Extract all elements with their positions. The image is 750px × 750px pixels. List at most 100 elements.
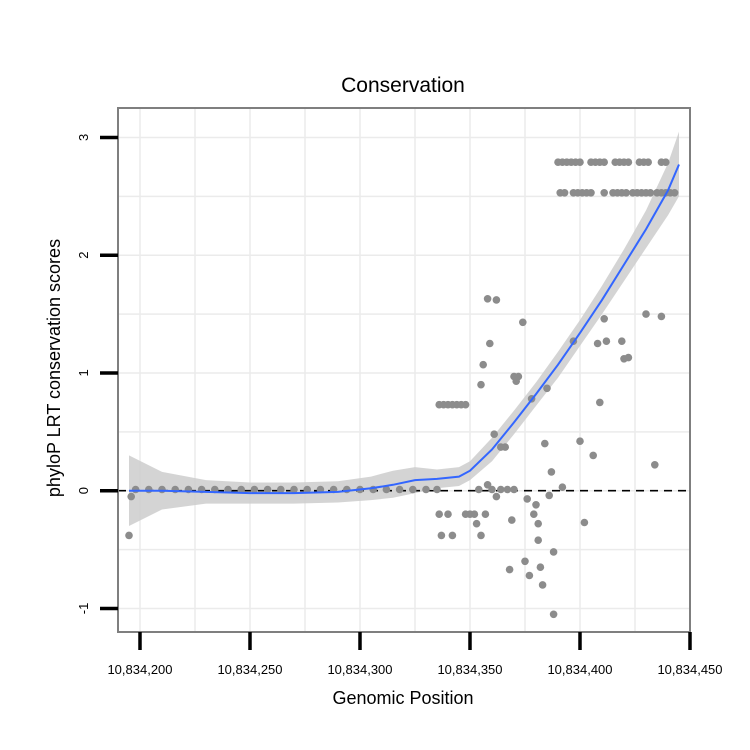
data-point	[596, 398, 604, 407]
data-point	[490, 430, 499, 439]
data-point	[521, 557, 529, 566]
panel-border	[117, 107, 691, 633]
data-point	[503, 485, 512, 494]
data-point	[477, 531, 485, 540]
data-point	[127, 492, 135, 501]
data-point	[171, 485, 179, 494]
data-point	[263, 485, 272, 494]
chart-title: Conservation	[341, 74, 465, 97]
y-tick-label: 0	[76, 487, 91, 494]
data-point	[541, 439, 549, 448]
data-point	[545, 491, 553, 500]
x-tick-label: 10,834,450	[657, 662, 722, 677]
data-point	[505, 565, 514, 574]
x-tick-label: 10,834,200	[107, 662, 172, 677]
data-point	[618, 337, 626, 346]
data-point	[600, 315, 608, 323]
data-point	[497, 485, 505, 494]
data-point	[624, 158, 633, 166]
data-point	[483, 295, 492, 303]
x-tick-label: 10,834,350	[437, 662, 502, 677]
data-point	[523, 495, 531, 503]
data-point	[622, 189, 630, 197]
data-point	[620, 355, 628, 363]
data-point	[303, 485, 312, 494]
data-point	[433, 485, 441, 494]
smooth-line-layer	[129, 164, 680, 495]
x-axis-title: Genomic Position	[332, 688, 473, 708]
data-point	[662, 158, 670, 166]
data-point	[538, 581, 547, 589]
confidence-ribbon	[129, 131, 679, 526]
data-point	[600, 189, 608, 197]
data-point	[508, 516, 516, 524]
data-point	[530, 510, 538, 518]
data-point	[395, 485, 404, 494]
data-point	[470, 510, 479, 518]
data-point	[382, 485, 391, 494]
data-point	[580, 518, 589, 527]
points-layer	[125, 158, 679, 619]
data-point	[479, 360, 488, 369]
data-point	[589, 451, 597, 460]
data-point	[501, 443, 510, 451]
x-tick-label: 10,834,300	[327, 662, 392, 677]
data-point	[602, 337, 611, 346]
ribbon-layer	[129, 131, 679, 526]
data-point	[435, 510, 444, 518]
data-point	[651, 461, 659, 469]
y-tick-label: 1	[76, 369, 91, 376]
data-point	[444, 510, 452, 518]
data-point	[644, 158, 652, 166]
data-point	[158, 485, 166, 494]
data-point	[481, 510, 490, 518]
x-tick-label: 10,834,250	[217, 662, 282, 677]
data-point	[250, 485, 259, 494]
y-tick-label: -1	[76, 603, 91, 615]
data-point	[536, 563, 545, 571]
data-point	[560, 189, 569, 197]
data-point	[549, 610, 558, 619]
data-point	[237, 485, 245, 494]
data-point	[409, 485, 417, 494]
smooth-fit-line	[129, 164, 680, 495]
data-point	[549, 548, 558, 556]
data-point	[646, 189, 655, 197]
y-tick-label: 2	[76, 252, 91, 259]
data-point	[519, 318, 527, 327]
data-point	[437, 531, 446, 540]
data-point	[472, 519, 481, 528]
data-point	[486, 339, 494, 348]
data-point	[422, 485, 430, 494]
data-point	[492, 492, 501, 501]
axes: 10,834,200 10,834,250 10,834,300 10,834,350…	[76, 134, 723, 677]
data-point	[558, 483, 567, 492]
data-point	[547, 468, 556, 476]
data-point	[670, 189, 679, 197]
data-point	[290, 485, 298, 494]
data-point	[510, 485, 518, 494]
data-point	[532, 501, 540, 509]
data-point	[512, 377, 520, 386]
data-point	[224, 485, 232, 494]
data-point	[461, 400, 470, 409]
data-point	[587, 189, 595, 197]
data-point	[534, 519, 542, 528]
data-point	[576, 158, 584, 166]
data-point	[600, 158, 608, 166]
data-point	[131, 485, 140, 494]
data-point	[642, 310, 650, 318]
data-point	[477, 380, 485, 389]
data-point	[593, 339, 602, 348]
data-point	[576, 437, 584, 446]
data-point	[543, 384, 551, 393]
data-point	[475, 485, 483, 494]
y-axis-title: phyloP LRT conservation scores	[44, 239, 64, 497]
data-point	[525, 571, 534, 580]
data-point	[534, 536, 542, 544]
data-point	[492, 296, 501, 304]
y-tick-label: 3	[76, 134, 91, 141]
data-point	[145, 485, 153, 494]
data-point	[488, 485, 496, 494]
